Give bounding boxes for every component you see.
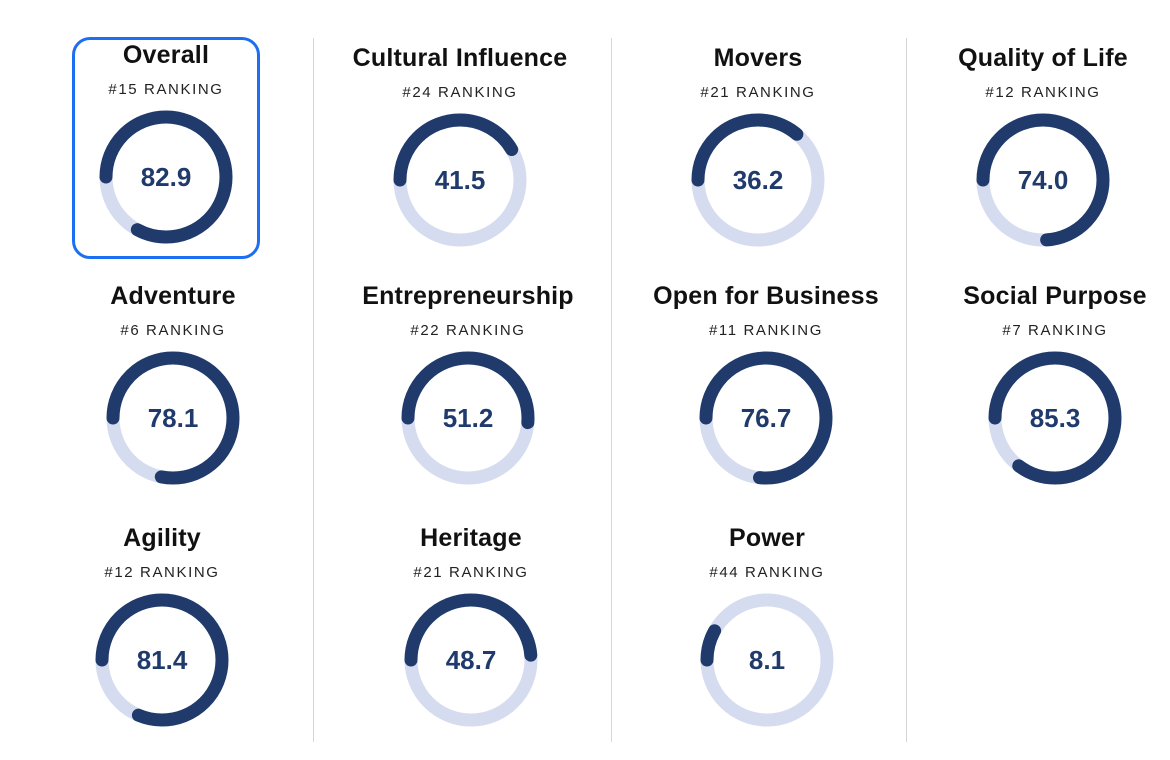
ranking-label: #15 RANKING (108, 81, 224, 98)
gauge-svg (99, 110, 233, 244)
gauge-fill (976, 113, 1110, 247)
score-value: 76.7 (740, 402, 792, 433)
score-value: 8.1 (748, 644, 786, 675)
ranking-label: #11 RANKING (708, 322, 824, 339)
score-gauge: 48.7 (404, 593, 538, 727)
column-divider-2 (611, 38, 612, 742)
score-card-social-purpose[interactable]: Social Purpose #7 RANKING 85.3 (961, 278, 1149, 500)
score-value: 82.9 (140, 161, 192, 192)
gauge-svg (106, 351, 240, 485)
gauge-fill (99, 110, 233, 244)
ranking-label: #7 RANKING (1002, 322, 1108, 339)
score-value: 36.2 (732, 164, 784, 195)
card-title: Heritage (420, 524, 522, 552)
card-title: Overall (122, 41, 210, 69)
score-gauge: 82.9 (99, 110, 233, 244)
card-title: Entrepreneurship (362, 282, 574, 310)
gauge-fill (106, 351, 240, 485)
card-title: Quality of Life (958, 44, 1128, 72)
gauge-svg (393, 113, 527, 247)
card-title: Open for Business (653, 282, 879, 310)
card-title: Social Purpose (963, 282, 1147, 310)
gauge-fill (700, 593, 834, 727)
ranking-label: #44 RANKING (709, 564, 825, 581)
score-card-cultural[interactable]: Cultural Influence #24 RANKING 41.5 (353, 40, 567, 262)
ranking-label: #12 RANKING (104, 564, 220, 581)
column-divider-1 (313, 38, 314, 742)
score-card-entrepreneurship[interactable]: Entrepreneurship #22 RANKING 51.2 (362, 278, 574, 500)
gauge-fill (691, 113, 825, 247)
gauge-svg (988, 351, 1122, 485)
score-value: 78.1 (147, 402, 199, 433)
ranking-label: #24 RANKING (402, 84, 518, 101)
card-title: Agility (123, 524, 201, 552)
score-card-agility[interactable]: Agility #12 RANKING 81.4 (68, 520, 256, 742)
score-value: 85.3 (1029, 402, 1081, 433)
gauge-fill (401, 351, 535, 485)
card-title: Power (728, 524, 806, 552)
gauge-svg (976, 113, 1110, 247)
score-card-open-business[interactable]: Open for Business #11 RANKING 76.7 (653, 278, 879, 500)
score-gauge: 8.1 (700, 593, 834, 727)
gauge-svg (699, 351, 833, 485)
card-title: Adventure (110, 282, 236, 310)
gauge-svg (95, 593, 229, 727)
card-title: Cultural Influence (352, 44, 568, 72)
score-card-power[interactable]: Power #44 RANKING 8.1 (673, 520, 861, 742)
gauge-svg (691, 113, 825, 247)
score-gauge: 76.7 (699, 351, 833, 485)
ranking-label: #22 RANKING (410, 322, 526, 339)
ranking-label: #6 RANKING (120, 322, 226, 339)
gauge-fill (95, 593, 229, 727)
score-card-movers[interactable]: Movers #21 RANKING 36.2 (664, 40, 852, 262)
score-value: 74.0 (1017, 164, 1069, 195)
column-divider-3 (906, 38, 907, 742)
score-gauge: 51.2 (401, 351, 535, 485)
gauge-svg (700, 593, 834, 727)
card-title: Movers (713, 44, 803, 72)
gauge-fill (699, 351, 833, 485)
ranking-label: #21 RANKING (413, 564, 529, 581)
gauge-svg (401, 351, 535, 485)
score-card-adventure[interactable]: Adventure #6 RANKING 78.1 (79, 278, 267, 500)
score-value: 48.7 (445, 644, 497, 675)
gauge-fill (404, 593, 538, 727)
score-value: 41.5 (434, 164, 486, 195)
score-card-quality[interactable]: Quality of Life #12 RANKING 74.0 (949, 40, 1137, 262)
score-gauge: 36.2 (691, 113, 825, 247)
score-card-heritage[interactable]: Heritage #21 RANKING 48.7 (377, 520, 565, 742)
gauge-svg (404, 593, 538, 727)
gauge-fill (393, 113, 527, 247)
score-value: 81.4 (136, 644, 188, 675)
score-gauge: 85.3 (988, 351, 1122, 485)
gauge-fill (988, 351, 1122, 485)
score-gauge: 74.0 (976, 113, 1110, 247)
score-gauge: 41.5 (393, 113, 527, 247)
score-gauge: 78.1 (106, 351, 240, 485)
score-card-overall[interactable]: Overall #15 RANKING 82.9 (72, 37, 260, 259)
ranking-label: #21 RANKING (700, 84, 816, 101)
score-value: 51.2 (442, 402, 494, 433)
score-gauge: 81.4 (95, 593, 229, 727)
ranking-label: #12 RANKING (985, 84, 1101, 101)
